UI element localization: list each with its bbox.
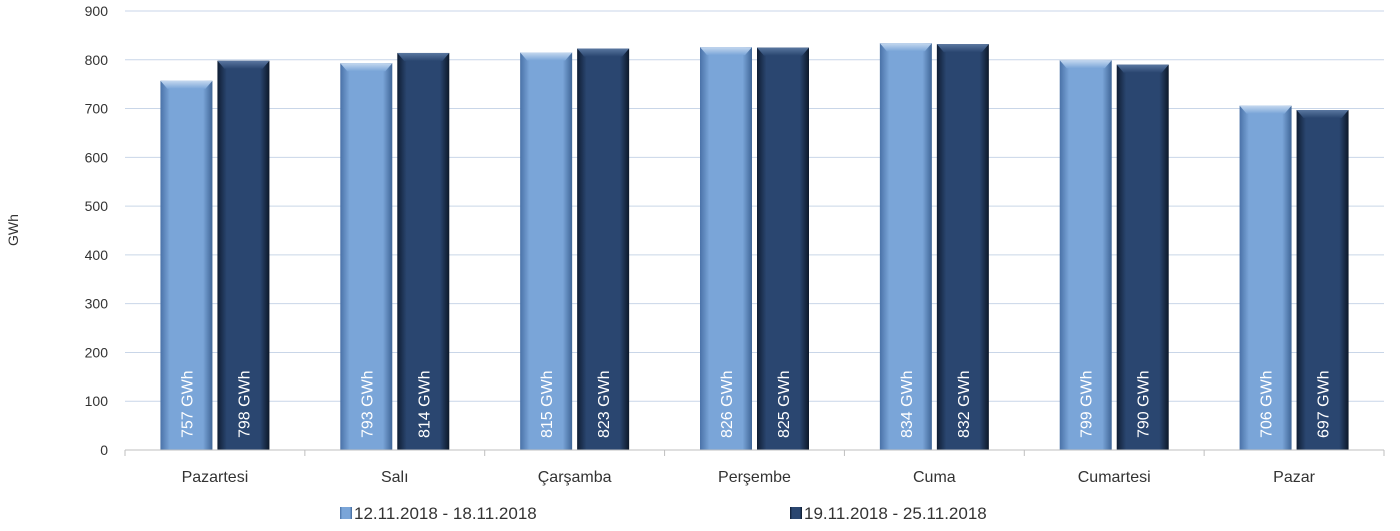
y-tick-label: 100 — [85, 393, 109, 409]
bar-value-label: 757 GWh — [179, 370, 196, 438]
bar-bevel — [700, 47, 752, 56]
bar: 815 GWh — [520, 52, 573, 450]
bar-body — [217, 60, 270, 451]
y-tick-label: 300 — [85, 296, 109, 312]
bar: 832 GWh — [936, 44, 989, 451]
x-tick-label: Çarşamba — [538, 469, 612, 486]
bar: 814 GWh — [397, 52, 450, 451]
bar-bevel — [1116, 64, 1169, 73]
bar-body — [577, 48, 630, 450]
bar-value-label: 790 GWh — [1136, 370, 1153, 438]
bar-value-label: 706 GWh — [1259, 370, 1276, 438]
bar: 793 GWh — [340, 63, 393, 450]
bar-body — [1116, 64, 1169, 451]
x-axis: Pazartesi Salı Çarşamba Perşembe Cuma Cumarte… — [124, 449, 1385, 486]
bar: 706 GWh — [1239, 105, 1292, 450]
bar: 697 GWh — [1296, 110, 1349, 450]
bar-value-label: 823 GWh — [596, 370, 613, 438]
bar-value-label: 825 GWh — [776, 370, 793, 438]
bar-value-label: 799 GWh — [1079, 370, 1096, 438]
x-tick-label: Pazar — [1273, 469, 1315, 486]
legend-label: 19.11.2018 - 25.11.2018 — [804, 504, 987, 523]
bar-body — [1296, 110, 1349, 450]
x-tick-label: Salı — [381, 469, 409, 486]
bar-body — [1239, 105, 1292, 450]
y-tick-label: 0 — [100, 442, 108, 458]
legend-item: 19.11.2018 - 25.11.2018 — [790, 504, 987, 523]
bar-value-label: 798 GWh — [236, 370, 253, 438]
y-axis-title: GWh — [5, 214, 21, 246]
bar-body — [340, 63, 393, 450]
bar-body — [397, 52, 450, 451]
y-tick-label: 700 — [85, 101, 109, 117]
bar-value-label: 826 GWh — [719, 370, 736, 438]
bar-value-label: 793 GWh — [359, 370, 376, 438]
bar-bevel — [1059, 60, 1112, 69]
legend-swatch — [790, 507, 802, 519]
bar-bevel — [340, 63, 393, 72]
bar-bevel — [936, 44, 989, 53]
bar: 823 GWh — [577, 48, 630, 450]
bar-value-label: 697 GWh — [1316, 370, 1333, 438]
bar-bevel — [757, 47, 809, 56]
bar-value-label: 832 GWh — [956, 370, 973, 438]
bar-value-label: 814 GWh — [416, 370, 433, 438]
bar: 799 GWh — [1059, 60, 1112, 450]
bar-value-label: 815 GWh — [539, 370, 556, 438]
bar: 826 GWh — [700, 47, 752, 451]
y-tick-label: 600 — [85, 149, 109, 165]
x-tick-label: Cumartesi — [1078, 469, 1151, 486]
x-tick-label: Cuma — [913, 469, 956, 486]
y-axis-ticks: 0 100 200 300 400 500 600 700 800 900 — [85, 3, 109, 458]
legend: 12.11.2018 - 18.11.2018 19.11.2018 - 25.1… — [340, 504, 987, 523]
bar-bevel — [577, 48, 630, 57]
bar: 790 GWh — [1116, 64, 1169, 451]
bar: 798 GWh — [217, 60, 270, 451]
bar-body — [757, 47, 809, 450]
bar: 834 GWh — [879, 43, 932, 451]
y-tick-label: 500 — [85, 198, 109, 214]
bar-bevel — [1296, 110, 1349, 119]
bar-bevel — [217, 60, 270, 69]
bar-value-label: 834 GWh — [899, 370, 916, 438]
bar-body — [700, 47, 752, 451]
bar-bevel — [520, 52, 573, 61]
x-tick-label: Pazartesi — [182, 469, 249, 486]
bar-bevel — [1239, 105, 1292, 114]
bar-body — [160, 80, 213, 450]
bar-bevel — [397, 52, 450, 61]
y-tick-label: 800 — [85, 52, 109, 68]
y-tick-label: 900 — [85, 3, 109, 19]
gridlines — [125, 10, 1384, 402]
bar-bevel — [879, 43, 932, 52]
bar-body — [936, 44, 989, 451]
bar-body — [1059, 60, 1112, 450]
bar-bevel — [160, 80, 213, 89]
bar: 825 GWh — [757, 47, 809, 450]
bar: 757 GWh — [160, 80, 213, 450]
y-tick-label: 200 — [85, 344, 109, 360]
bars: 757 GWh 793 GWh 815 GWh 826 GWh 834 GWh 799 G… — [160, 43, 1349, 451]
y-tick-label: 400 — [85, 247, 109, 263]
legend-swatch — [340, 507, 352, 519]
legend-item: 12.11.2018 - 18.11.2018 — [340, 504, 537, 523]
legend-label: 12.11.2018 - 18.11.2018 — [354, 504, 537, 523]
x-tick-label: Perşembe — [718, 469, 791, 486]
bar-body — [520, 52, 573, 450]
bar-body — [879, 43, 932, 451]
